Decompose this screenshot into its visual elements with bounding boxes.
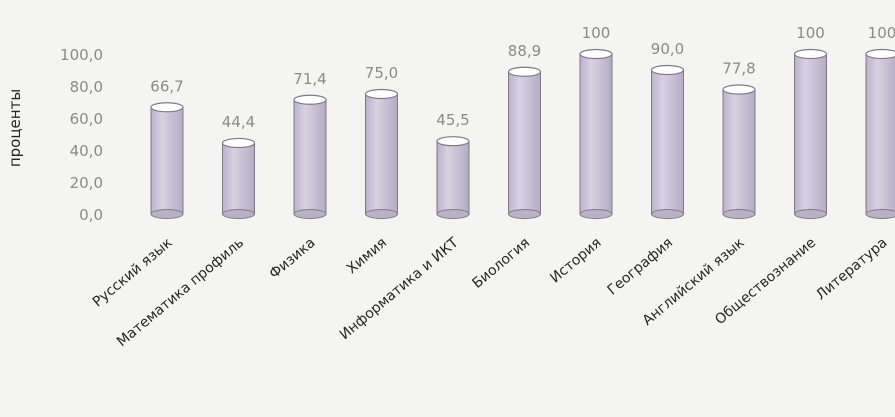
y-tick-label: 80,0 <box>70 78 103 96</box>
value-label: 88,9 <box>508 42 541 60</box>
x-tick-label: История <box>547 235 604 287</box>
value-label: 45,5 <box>436 111 469 129</box>
value-label: 71,4 <box>293 70 326 88</box>
y-axis-ticks: 0,0 20,0 40,0 60,0 80,0 100,0 <box>60 46 103 224</box>
bar <box>221 137 256 219</box>
x-tick-label: Физика <box>266 235 318 282</box>
bar <box>650 64 685 219</box>
bar <box>507 66 542 219</box>
bar <box>150 102 184 219</box>
y-tick-label: 100,0 <box>60 46 103 64</box>
value-labels: 66,7 44,4 71,4 75,0 45,5 88,9 100 90,0 77,8 100 10… <box>150 24 895 131</box>
x-tick-label: География <box>604 235 676 299</box>
bars <box>150 48 895 219</box>
bar <box>722 84 756 219</box>
y-tick-label: 20,0 <box>70 174 103 192</box>
x-tick-label: Литература <box>813 235 891 304</box>
value-label: 44,4 <box>222 113 255 131</box>
y-tick-label: 60,0 <box>70 110 103 128</box>
bar <box>793 48 828 219</box>
x-tick-label: Математика профиль <box>114 235 247 350</box>
value-label: 100 <box>796 24 825 42</box>
y-tick-label: 40,0 <box>70 142 103 160</box>
value-label: 100 <box>582 24 611 42</box>
bar <box>579 48 613 219</box>
value-label: 77,8 <box>722 60 755 78</box>
x-tick-label: Информатика и ИКТ <box>337 235 462 344</box>
y-axis-label: проценты <box>6 89 24 167</box>
x-tick-label: Биология <box>469 235 533 292</box>
bar <box>364 88 399 219</box>
value-label: 75,0 <box>365 64 398 82</box>
bar <box>436 136 470 219</box>
bar <box>293 94 327 219</box>
bar <box>865 48 895 219</box>
value-label: 90,0 <box>651 40 684 58</box>
value-label: 66,7 <box>150 77 183 95</box>
value-label: 100 <box>868 24 895 42</box>
x-tick-label: Химия <box>344 235 390 277</box>
y-tick-label: 0,0 <box>79 206 103 224</box>
